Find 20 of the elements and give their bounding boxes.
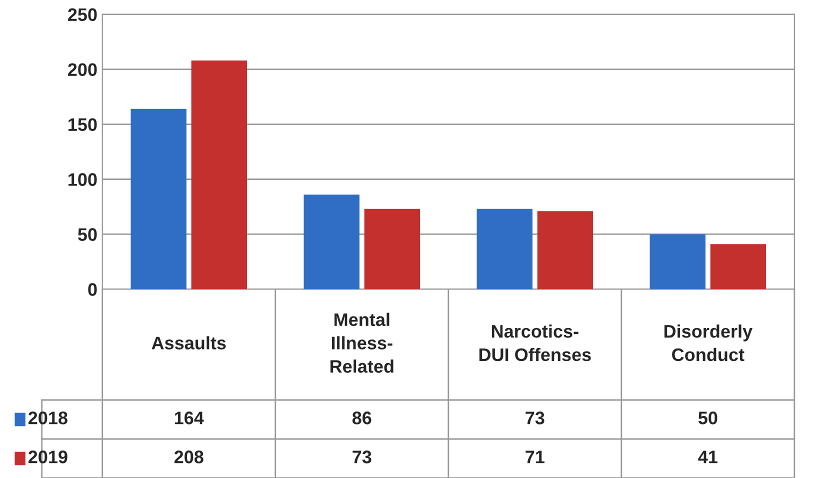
data-label: 86 [352, 412, 372, 424]
y-tick-label: 50 [78, 228, 97, 241]
data-label: 71 [526, 450, 544, 464]
data-label: 50 [698, 412, 718, 424]
y-tick-label: 250 [68, 8, 97, 22]
data-label: 73 [352, 450, 372, 464]
data-label: 41 [698, 450, 718, 464]
data-label: 164 [174, 412, 204, 424]
legend-label: 2018 [28, 412, 68, 424]
y-tick-label: 100 [68, 173, 97, 186]
data-label: 73 [526, 412, 544, 424]
x-tick-label: Mental Illness- Related [330, 312, 394, 373]
y-tick-label: 0 [88, 283, 97, 296]
y-tick-label: 200 [68, 63, 97, 76]
x-tick-label: Assaults [152, 336, 226, 350]
data-label: 208 [174, 450, 204, 464]
legend-label: 2019 [28, 450, 68, 464]
x-tick-label: Narcotics- DUI Offenses [479, 324, 591, 362]
x-tick-label: Disorderly Conduct [664, 324, 752, 362]
y-tick-label: 150 [68, 118, 97, 131]
